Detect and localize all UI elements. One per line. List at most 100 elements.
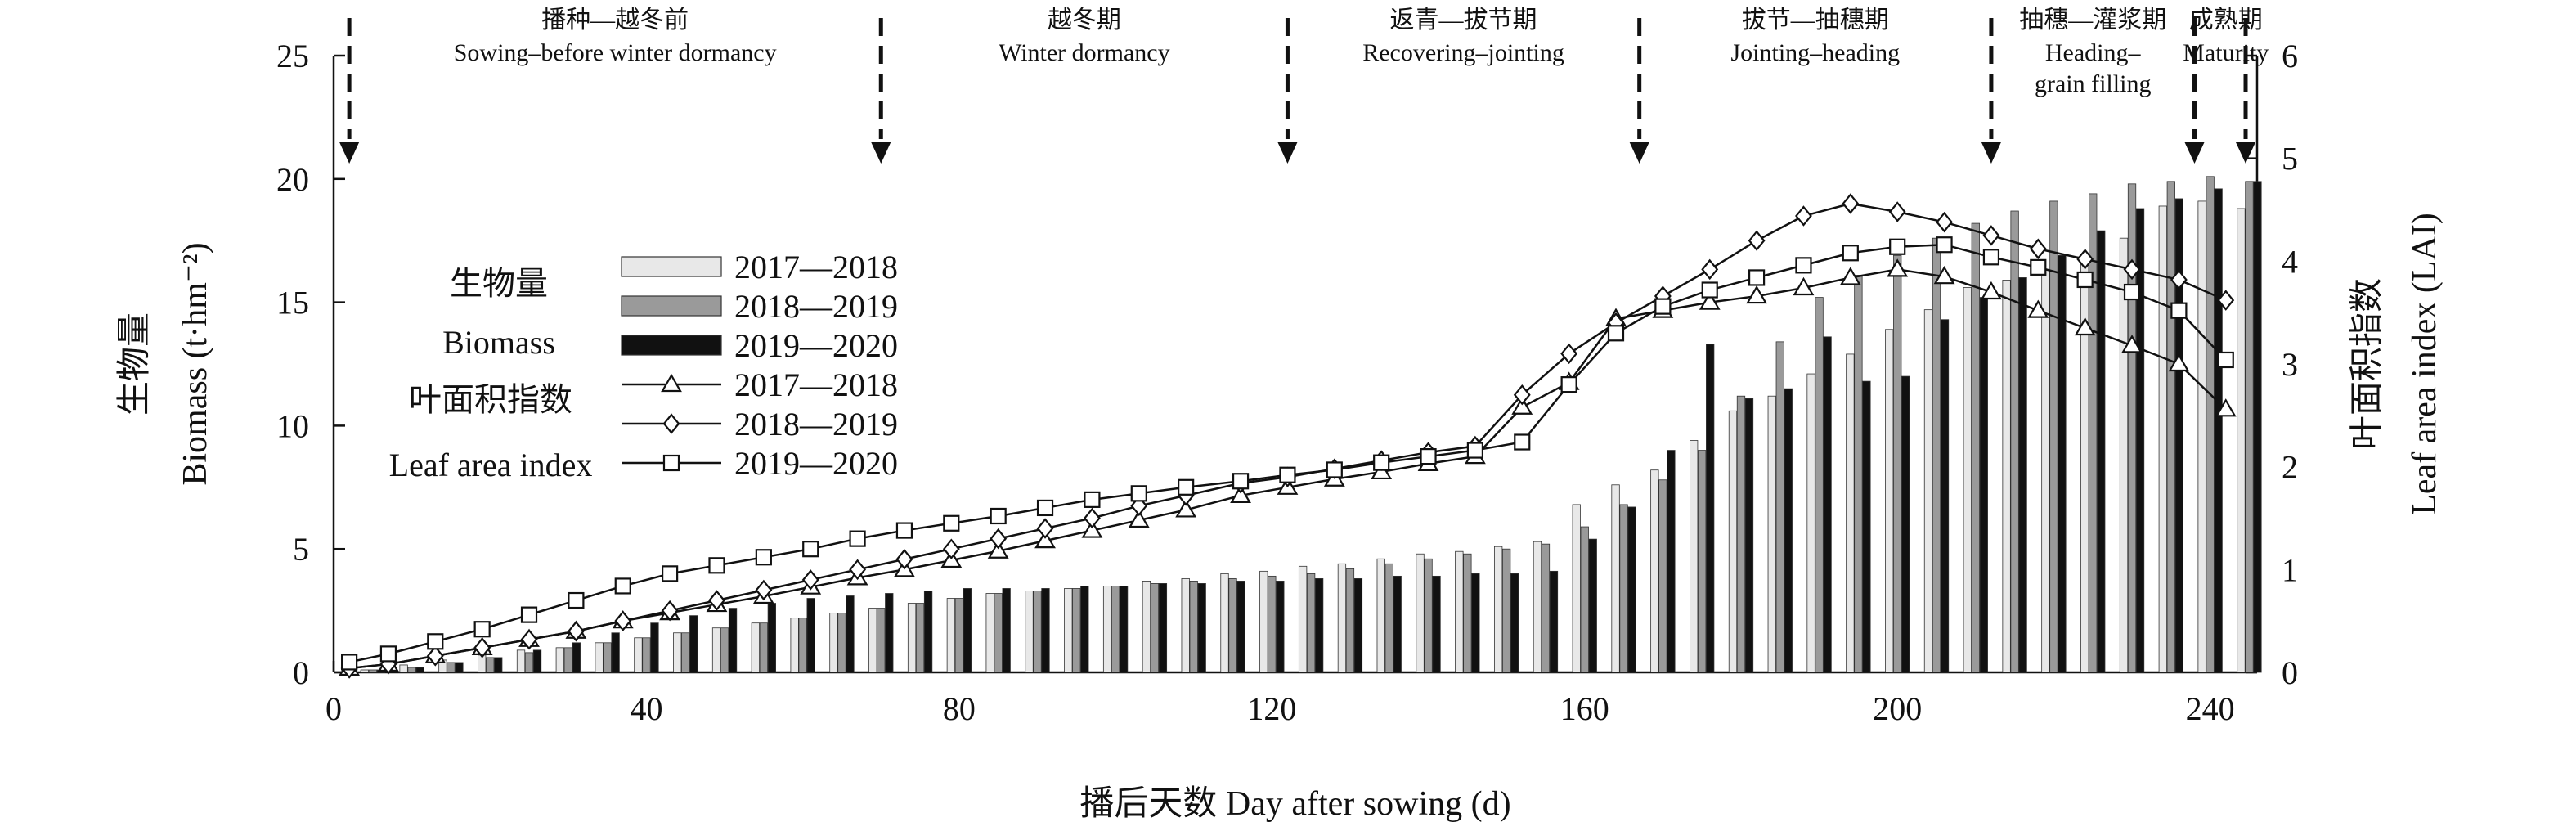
lai-point-square — [1036, 499, 1054, 517]
lai-point-square — [2030, 258, 2047, 276]
legend-marker-triangle — [661, 373, 682, 393]
y-left-tick-label: 10 — [276, 407, 309, 444]
biomass-bar — [1072, 588, 1081, 673]
biomass-bar — [885, 593, 894, 673]
x-axis-title: 播后天数 Day after sowing (d) — [1079, 785, 1510, 823]
y-left-tick-label: 0 — [293, 654, 309, 691]
biomass-bar — [2097, 230, 2106, 673]
lai-point-diamond — [942, 538, 960, 559]
biomass-bar — [1541, 543, 1551, 673]
x-tick-label: 0 — [325, 690, 342, 727]
y-left-tick-label: 25 — [276, 38, 309, 74]
biomass-bar — [1455, 550, 1464, 673]
biomass-bar — [486, 657, 495, 673]
biomass-bar — [447, 662, 456, 673]
biomass-bar — [1041, 588, 1050, 673]
biomass-bar — [907, 603, 917, 673]
lai-point-square — [1514, 433, 1531, 451]
stage-label-cn: 成熟期 — [2189, 7, 2263, 34]
biomass-bar — [603, 642, 612, 673]
stage-label-cn: 播种—越冬前 — [541, 7, 689, 34]
lai-point-square — [1130, 485, 1147, 502]
lai-point-square — [1842, 245, 1859, 262]
stage-label-cn: 拔节—抽穗期 — [1742, 7, 1889, 34]
biomass-bar — [846, 595, 855, 673]
biomass-bar — [1854, 275, 1863, 673]
legend-lai-title: 叶面积指数 — [409, 381, 572, 418]
biomass-bar — [1471, 573, 1480, 673]
biomass-bar — [360, 669, 369, 673]
stage-boundary-arrow-head — [1277, 142, 1298, 164]
lai-point-square — [2076, 271, 2094, 289]
biomass-bar — [2253, 181, 2262, 673]
biomass-bar — [1002, 588, 1011, 673]
lai-point-diamond — [520, 629, 538, 650]
lai-point-triangle — [1511, 396, 1533, 415]
lai-point-square — [1084, 491, 1101, 508]
lai-point-square — [943, 514, 960, 532]
lai-point-square — [1936, 236, 1953, 254]
biomass-bar — [790, 618, 799, 673]
biomass-bar — [1923, 309, 1933, 673]
lai-point-triangle — [1933, 265, 1955, 285]
biomass-bar — [915, 603, 925, 673]
y-left-tick-label: 20 — [276, 161, 309, 198]
lai-point-triangle — [1230, 484, 1251, 503]
biomass-bar — [1345, 568, 1355, 673]
legend-line-label: 2018—2019 — [734, 406, 898, 442]
biomass-bar — [563, 647, 572, 673]
y-left-axis-title-en: Biomass (t·hm⁻²) — [177, 242, 214, 485]
biomass-bar — [798, 618, 807, 673]
biomass-bar — [1276, 581, 1285, 673]
biomass-bar — [1706, 344, 1715, 673]
biomass-bar — [399, 664, 408, 673]
lai-point-triangle — [2121, 335, 2143, 353]
biomass-bar — [516, 649, 526, 673]
biomass-bar — [1306, 573, 1316, 673]
biomass-bar — [2010, 210, 2019, 673]
biomass-bar — [2049, 200, 2058, 673]
lai-point-diamond — [1982, 225, 2000, 246]
biomass-bar — [494, 657, 503, 673]
lai-point-square — [1232, 473, 1250, 490]
stage-boundary-arrow-head — [1629, 142, 1649, 164]
stage-label-en: Recovering–jointing — [1362, 39, 1564, 66]
biomass-bar — [1736, 395, 1746, 673]
stage-label-cn: 抽穗—灌浆期 — [2019, 7, 2166, 34]
stage-label-cn: 返青—拔节期 — [1390, 7, 1537, 34]
legend-biomass-title: 生物量 — [450, 265, 548, 302]
biomass-bar — [455, 662, 464, 673]
biomass-bar — [1744, 398, 1754, 673]
x-tick-label: 40 — [630, 690, 662, 727]
biomass-bar — [1658, 479, 1667, 673]
biomass-bar — [2041, 269, 2050, 673]
biomass-bar — [1463, 553, 1472, 673]
legend-line-label: 2017—2018 — [734, 366, 898, 403]
biomass-bar — [1572, 504, 1581, 673]
lai-point-diamond — [1701, 258, 1719, 281]
biomass-bar — [877, 608, 886, 673]
biomass-bar — [1220, 573, 1229, 673]
lai-point-diamond — [2123, 258, 2141, 281]
biomass-bar — [720, 627, 729, 673]
biomass-bar — [1064, 588, 1073, 673]
biomass-bar — [1667, 450, 1676, 673]
biomass-bar — [2237, 208, 2246, 673]
lai-point-triangle — [2168, 353, 2190, 372]
x-tick-label: 160 — [1560, 690, 1609, 727]
stage-label-en: Winter dormancy — [999, 39, 1170, 66]
legend-line-label: 2019—2020 — [734, 445, 898, 482]
biomass-bar — [1971, 222, 1980, 673]
y-right-tick-label: 6 — [2282, 38, 2298, 74]
biomass-bar — [1353, 577, 1363, 673]
legend-marker-square — [662, 454, 680, 472]
biomass-bar — [1627, 506, 1636, 673]
biomass-bar — [689, 615, 698, 673]
lai-point-triangle — [1793, 276, 1815, 296]
biomass-bar — [524, 652, 534, 673]
lai-point-square — [568, 591, 585, 609]
y-right-tick-label: 2 — [2282, 449, 2298, 486]
y-right-axis-title-en: Leaf area index (LAI) — [2406, 213, 2444, 515]
biomass-bar — [1142, 581, 1151, 673]
